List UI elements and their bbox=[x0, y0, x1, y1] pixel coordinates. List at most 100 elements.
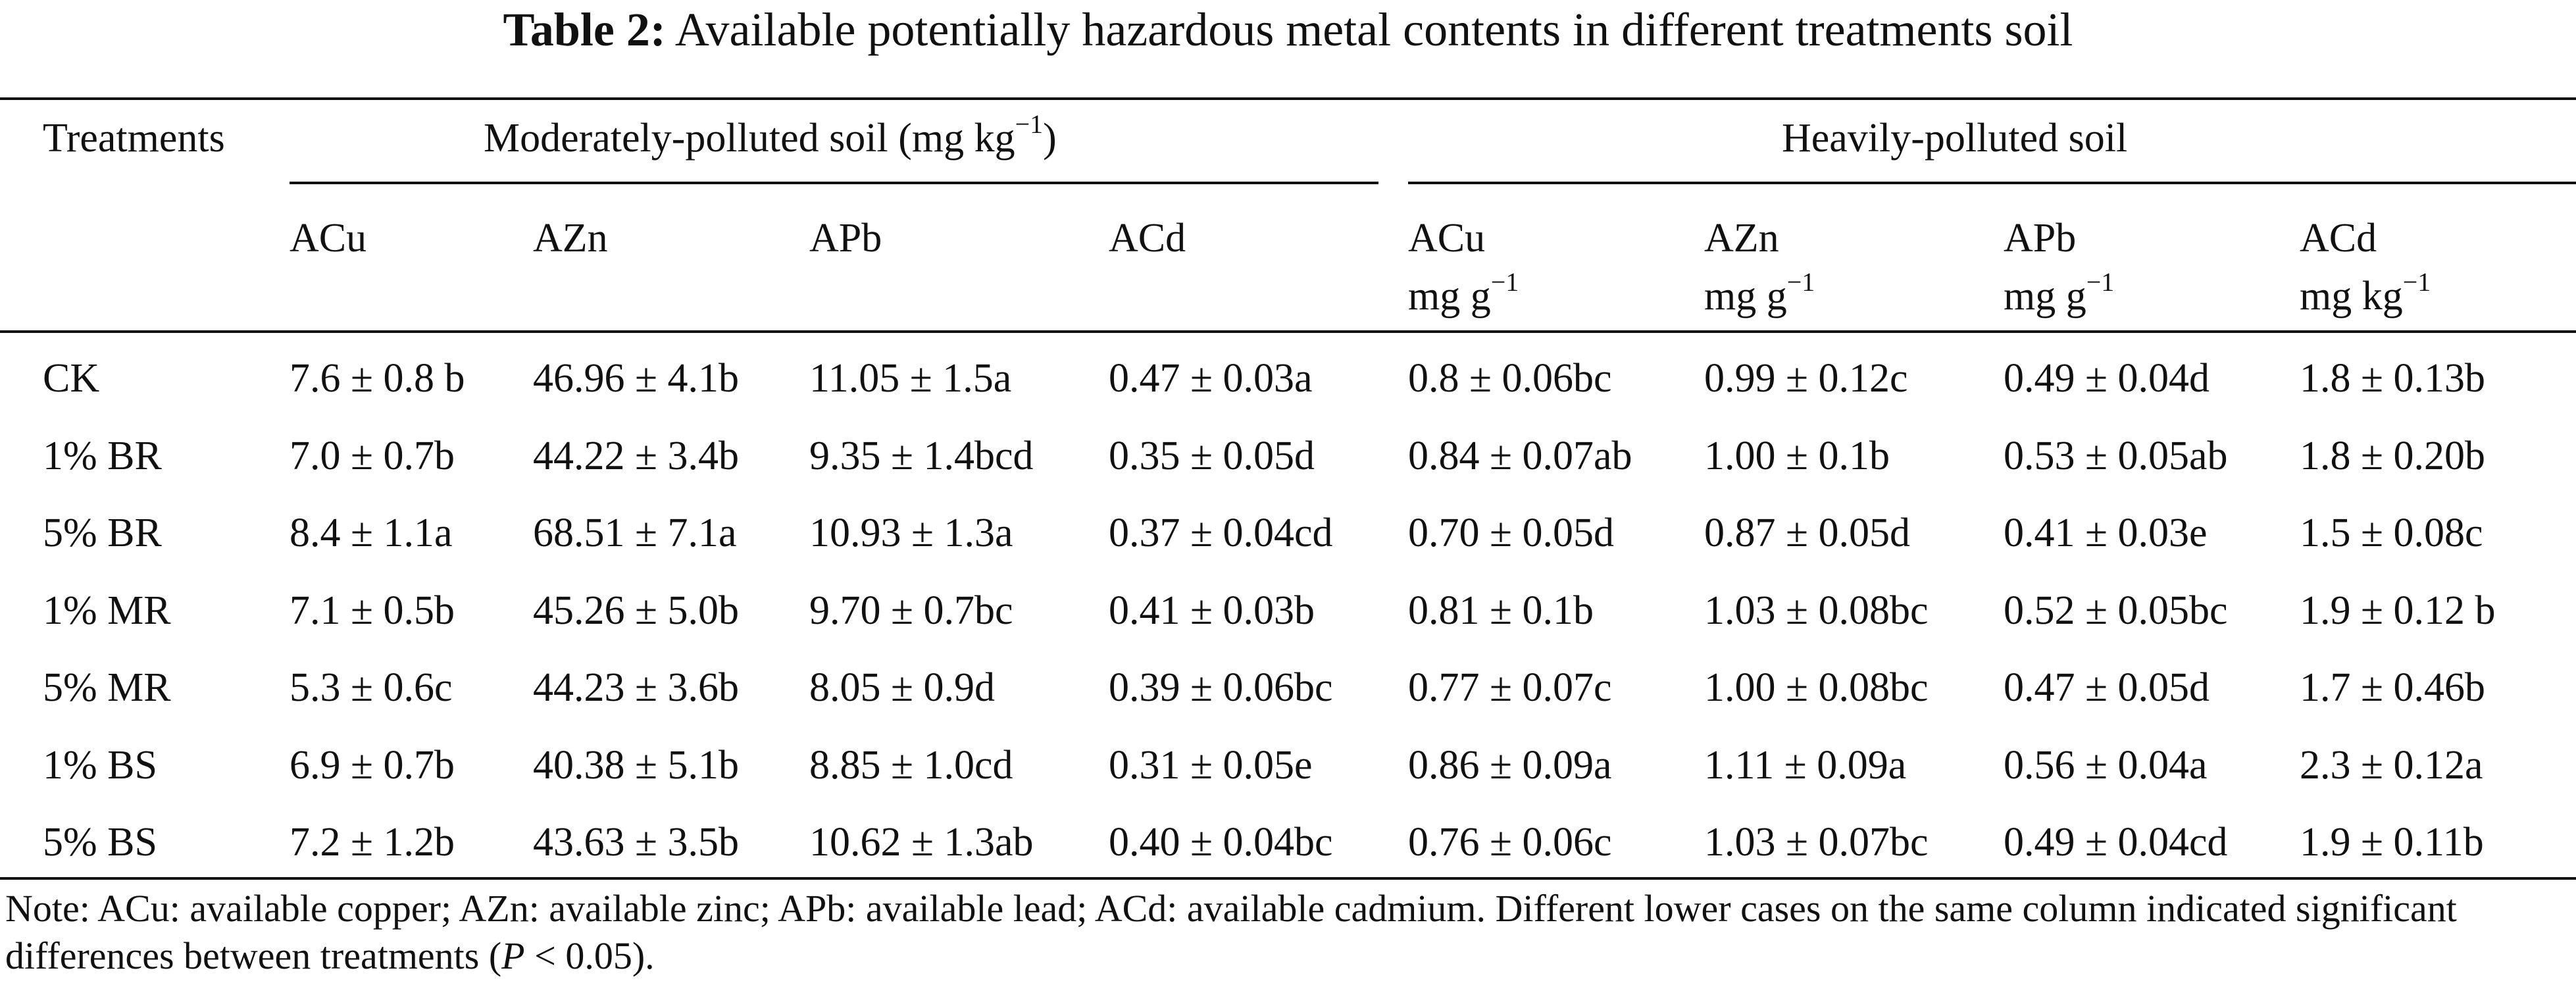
table-cell: 1.00 ± 0.1b bbox=[1704, 434, 1890, 478]
table-cell: 7.0 ± 0.7b bbox=[290, 434, 455, 478]
column-unit-text: mg g bbox=[1704, 274, 1787, 318]
group2-underline bbox=[1408, 182, 2576, 184]
note-p-symbol: P bbox=[501, 934, 525, 977]
table-cell: 0.81 ± 0.1b bbox=[1408, 588, 1594, 633]
table-cell: 1.9 ± 0.12 b bbox=[2300, 588, 2496, 633]
column-header-name: APb bbox=[2004, 216, 2077, 261]
table-cell: 0.41 ± 0.03b bbox=[1109, 588, 1315, 633]
table-cell: 9.35 ± 1.4bcd bbox=[809, 434, 1034, 478]
column-header-unit: mg g−1 bbox=[2004, 269, 2114, 319]
table-cell: 11.05 ± 1.5a bbox=[809, 356, 1012, 401]
table-cell: 1.9 ± 0.11b bbox=[2300, 820, 2484, 865]
header-group-heavily-polluted: Heavily-polluted soil bbox=[1782, 116, 2128, 161]
column-header-name: ACu bbox=[290, 216, 367, 261]
table-cell: 0.76 ± 0.06c bbox=[1408, 820, 1612, 865]
column-header-name: APb bbox=[809, 216, 882, 261]
table-cell: 0.35 ± 0.05d bbox=[1109, 434, 1315, 478]
table-cell: 5.3 ± 0.6c bbox=[290, 665, 453, 710]
table-cell: 43.63 ± 3.5b bbox=[533, 820, 740, 865]
table-cell: 0.87 ± 0.05d bbox=[1704, 511, 1911, 555]
note-suffix: < 0.05). bbox=[524, 934, 655, 977]
row-treatment: 1% BR bbox=[43, 434, 162, 478]
column-header-name: AZn bbox=[533, 216, 608, 261]
table-cell: 0.53 ± 0.05ab bbox=[2004, 434, 2228, 478]
table-cell: 1.8 ± 0.13b bbox=[2300, 356, 2486, 401]
table-cell: 7.2 ± 1.2b bbox=[290, 820, 455, 865]
column-unit-sup: −1 bbox=[2086, 267, 2115, 297]
table-cell: 0.52 ± 0.05bc bbox=[2004, 588, 2228, 633]
column-unit-sup: −1 bbox=[1786, 267, 1815, 297]
row-treatment: 5% BS bbox=[43, 820, 157, 865]
table-cell: 0.39 ± 0.06bc bbox=[1109, 665, 1333, 710]
table-title: Table 2: Available potentially hazardous… bbox=[0, 0, 2576, 86]
table-cell: 46.96 ± 4.1b bbox=[533, 356, 740, 401]
table-cell: 0.99 ± 0.12c bbox=[1704, 356, 1908, 401]
table-cell: 1.5 ± 0.08c bbox=[2300, 511, 2483, 555]
table-title-label: Table 2: bbox=[503, 3, 666, 56]
table-cell: 0.41 ± 0.03e bbox=[2004, 511, 2208, 555]
table-cell: 44.22 ± 3.4b bbox=[533, 434, 740, 478]
table-cell: 8.85 ± 1.0cd bbox=[809, 743, 1013, 788]
table-cell: 1.7 ± 0.46b bbox=[2300, 665, 2486, 710]
group1-underline bbox=[290, 182, 1378, 184]
header-group1-text: Moderately-polluted soil (mg kg bbox=[484, 116, 1015, 161]
table-cell: 1.8 ± 0.20b bbox=[2300, 434, 2486, 478]
table-cell: 0.40 ± 0.04bc bbox=[1109, 820, 1333, 865]
column-header-name: AZn bbox=[1704, 216, 1779, 261]
column-header-name: ACu bbox=[1408, 216, 1486, 261]
table-cell: 45.26 ± 5.0b bbox=[533, 588, 740, 633]
row-treatment: 1% BS bbox=[43, 743, 157, 788]
header-bottom-rule bbox=[0, 330, 2576, 333]
bottom-rule bbox=[0, 877, 2576, 880]
table-cell: 0.84 ± 0.07ab bbox=[1408, 434, 1632, 478]
row-treatment: 5% BR bbox=[43, 511, 162, 555]
column-unit-text: mg kg bbox=[2300, 274, 2403, 318]
table-cell: 0.86 ± 0.09a bbox=[1408, 743, 1612, 788]
table-cell: 68.51 ± 7.1a bbox=[533, 511, 737, 555]
table-cell: 0.56 ± 0.04a bbox=[2004, 743, 2208, 788]
note-text: Note: ACu: available copper; AZn: availa… bbox=[5, 887, 2457, 977]
table-cell: 7.1 ± 0.5b bbox=[290, 588, 455, 633]
column-unit-text: mg g bbox=[2004, 274, 2086, 318]
table-cell: 2.3 ± 0.12a bbox=[2300, 743, 2483, 788]
table-cell: 0.49 ± 0.04d bbox=[2004, 356, 2210, 401]
header-treatments: Treatments bbox=[43, 116, 225, 161]
table-title-text: Available potentially hazardous metal co… bbox=[674, 3, 2073, 56]
table-cell: 0.47 ± 0.05d bbox=[2004, 665, 2210, 710]
table-cell: 8.4 ± 1.1a bbox=[290, 511, 453, 555]
column-header-unit: mg g−1 bbox=[1408, 269, 1519, 319]
column-header-name: ACd bbox=[1109, 216, 1186, 261]
column-header-unit: mg g−1 bbox=[1704, 269, 1815, 319]
column-unit-sup: −1 bbox=[2402, 267, 2431, 297]
table-cell: 0.47 ± 0.03a bbox=[1109, 356, 1313, 401]
table-cell: 1.11 ± 0.09a bbox=[1704, 743, 1907, 788]
table-cell: 1.03 ± 0.08bc bbox=[1704, 588, 1929, 633]
table-cell: 6.9 ± 0.7b bbox=[290, 743, 455, 788]
table-cell: 0.70 ± 0.05d bbox=[1408, 511, 1615, 555]
top-rule bbox=[0, 97, 2576, 100]
table-cell: 10.93 ± 1.3a bbox=[809, 511, 1013, 555]
table-cell: 0.8 ± 0.06bc bbox=[1408, 356, 1612, 401]
table-cell: 8.05 ± 0.9d bbox=[809, 665, 996, 710]
header-group1-sup: −1 bbox=[1015, 109, 1044, 139]
row-treatment: 5% MR bbox=[43, 665, 171, 710]
table-cell: 0.49 ± 0.04cd bbox=[2004, 820, 2228, 865]
row-treatment: CK bbox=[43, 356, 100, 401]
table-cell: 1.03 ± 0.07bc bbox=[1704, 820, 1929, 865]
table-cell: 0.31 ± 0.05e bbox=[1109, 743, 1313, 788]
table-cell: 0.37 ± 0.04cd bbox=[1109, 511, 1333, 555]
table-cell: 40.38 ± 5.1b bbox=[533, 743, 740, 788]
table-cell: 10.62 ± 1.3ab bbox=[809, 820, 1034, 865]
column-unit-text: mg g bbox=[1408, 274, 1491, 318]
table-cell: 1.00 ± 0.08bc bbox=[1704, 665, 1929, 710]
table-cell: 9.70 ± 0.7bc bbox=[809, 588, 1013, 633]
column-header-name: ACd bbox=[2300, 216, 2377, 261]
table-note: Note: ACu: available copper; AZn: availa… bbox=[5, 885, 2571, 980]
table-cell: 7.6 ± 0.8 b bbox=[290, 356, 465, 401]
table-cell: 0.77 ± 0.07c bbox=[1408, 665, 1612, 710]
header-group-moderately-polluted: Moderately-polluted soil (mg kg−1) bbox=[484, 111, 1057, 161]
row-treatment: 1% MR bbox=[43, 588, 171, 633]
column-unit-sup: −1 bbox=[1490, 267, 1519, 297]
header-group1-close: ) bbox=[1043, 116, 1057, 161]
column-header-unit: mg kg−1 bbox=[2300, 269, 2431, 319]
